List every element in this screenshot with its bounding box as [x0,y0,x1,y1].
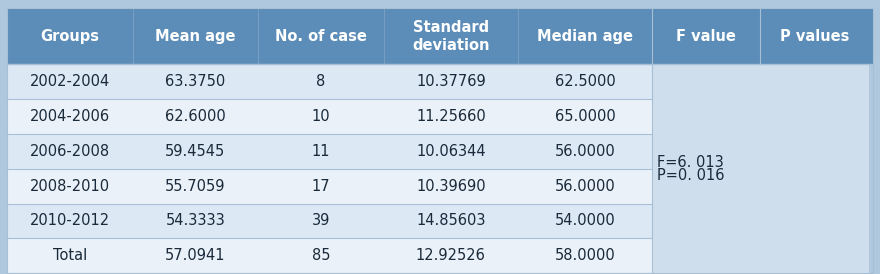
Text: Mean age: Mean age [155,29,236,44]
Text: 2010-2012: 2010-2012 [30,213,110,229]
Text: 55.7059: 55.7059 [165,179,225,194]
Text: P=0. 016: P=0. 016 [656,167,724,182]
Text: 63.3750: 63.3750 [165,74,225,89]
Text: F value: F value [677,29,737,44]
Bar [7,238,652,273]
Text: 59.4545: 59.4545 [165,144,225,159]
Text: 2002-2004: 2002-2004 [30,74,110,89]
Text: 8: 8 [316,74,326,89]
Text: 10: 10 [312,109,330,124]
Text: 39: 39 [312,213,330,229]
Bar [7,64,652,99]
Text: 57.0941: 57.0941 [165,248,225,263]
Text: 11.25660: 11.25660 [416,109,486,124]
Text: 11: 11 [312,144,330,159]
Text: 17: 17 [312,179,330,194]
Text: 10.39690: 10.39690 [416,179,486,194]
Text: 56.0000: 56.0000 [554,179,615,194]
Text: Groups: Groups [40,29,99,44]
Text: No. of case: No. of case [275,29,367,44]
Text: 2004-2006: 2004-2006 [30,109,110,124]
Text: 65.0000: 65.0000 [554,109,615,124]
Text: Standard
deviation: Standard deviation [412,20,489,53]
Text: 14.85603: 14.85603 [416,213,486,229]
Text: P values: P values [780,29,849,44]
Text: F=6. 013: F=6. 013 [656,155,723,170]
Text: 62.5000: 62.5000 [554,74,615,89]
Text: 54.0000: 54.0000 [554,213,615,229]
Text: 54.3333: 54.3333 [165,213,225,229]
Bar [7,169,652,204]
Text: 10.37769: 10.37769 [416,74,486,89]
Text: Median age: Median age [537,29,633,44]
Text: 12.92526: 12.92526 [416,248,486,263]
Text: 2008-2010: 2008-2010 [30,179,110,194]
Text: Total: Total [53,248,87,263]
Bar [652,64,869,273]
Bar [7,99,652,134]
Text: 58.0000: 58.0000 [554,248,615,263]
Text: 10.06344: 10.06344 [416,144,486,159]
Text: 85: 85 [312,248,330,263]
Bar [7,134,652,169]
Text: 2006-2008: 2006-2008 [30,144,110,159]
Bar [7,204,652,238]
Text: 62.6000: 62.6000 [165,109,226,124]
Text: 56.0000: 56.0000 [554,144,615,159]
Bar [7,8,873,64]
